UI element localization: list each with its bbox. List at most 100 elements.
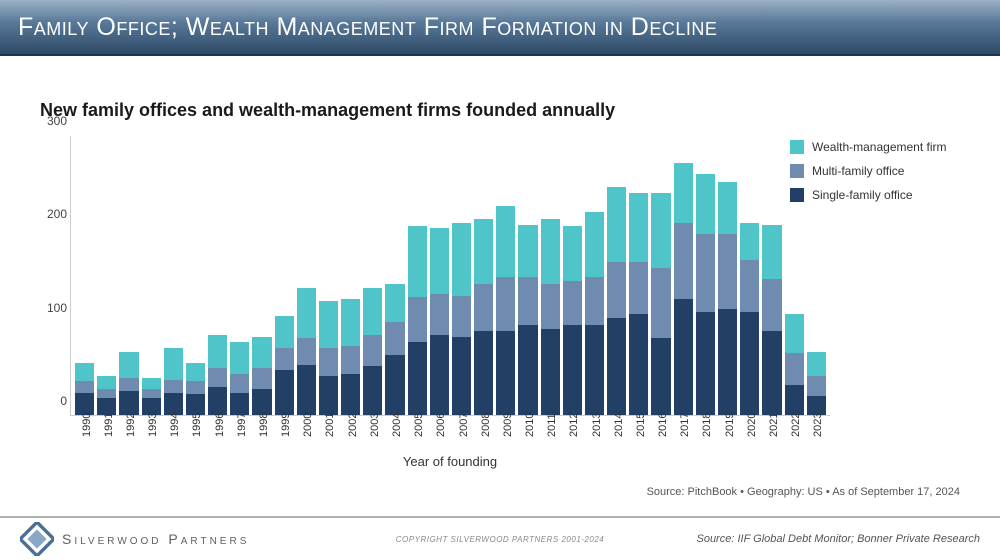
bar-segment: [762, 331, 781, 415]
x-tick-label: 2011: [546, 413, 558, 437]
bar-column: 1997: [230, 342, 249, 415]
bar-segment: [629, 314, 648, 415]
stacked-bar-plot: 1990199119921993199419951996199719981999…: [70, 136, 830, 416]
bar-segment: [518, 325, 537, 415]
bar-column: 2011: [541, 219, 560, 415]
bar-segment: [164, 348, 183, 380]
bar-segment: [629, 262, 648, 314]
y-tick-label: 0: [39, 394, 67, 408]
legend-swatch: [790, 188, 804, 202]
bar-segment: [363, 335, 382, 367]
bar-segment: [541, 284, 560, 329]
bar-segment: [541, 219, 560, 284]
bar-segment: [408, 342, 427, 415]
x-tick-label: 2019: [724, 413, 736, 437]
x-tick-label: 1992: [125, 413, 137, 437]
y-tick-label: 100: [39, 301, 67, 315]
x-tick-label: 2017: [679, 413, 691, 437]
footer: Silverwood Partners COPYRIGHT SILVERWOOD…: [0, 516, 1000, 560]
bar-segment: [385, 284, 404, 321]
bar-segment: [97, 389, 116, 398]
bar-segment: [607, 318, 626, 415]
bar-column: 2003: [363, 288, 382, 415]
bar-segment: [563, 281, 582, 326]
x-tick-label: 1995: [191, 413, 203, 437]
page-title: Family Office; Wealth Management Firm Fo…: [18, 13, 717, 42]
bar-segment: [119, 391, 138, 415]
bar-segment: [208, 335, 227, 369]
x-tick-label: 2008: [480, 413, 492, 437]
legend-label: Multi-family office: [812, 164, 904, 178]
bar-segment: [807, 376, 826, 397]
bar-segment: [718, 234, 737, 309]
bar-column: 2023: [807, 352, 826, 415]
x-tick-label: 2003: [369, 413, 381, 437]
legend: Wealth-management firm Multi-family offic…: [790, 140, 960, 212]
bar-segment: [119, 378, 138, 391]
bar-segment: [474, 284, 493, 331]
x-tick-label: 2007: [458, 413, 470, 437]
bar-segment: [785, 353, 804, 385]
bar-column: 2013: [585, 212, 604, 415]
bar-segment: [651, 268, 670, 339]
bar-segment: [452, 223, 471, 296]
bar-segment: [585, 325, 604, 415]
legend-item: Multi-family office: [790, 164, 960, 178]
footer-source: Source: IIF Global Debt Monitor; Bonner …: [696, 533, 980, 545]
chart-title: New family offices and wealth-management…: [40, 100, 960, 121]
chart-area: New family offices and wealth-management…: [40, 100, 960, 480]
bar-segment: [496, 277, 515, 331]
bar-segment: [275, 316, 294, 348]
bar-segment: [474, 219, 493, 284]
bar-segment: [696, 312, 715, 415]
bar-segment: [230, 342, 249, 374]
bar-column: 2014: [607, 187, 626, 415]
legend-swatch: [790, 140, 804, 154]
legend-item: Wealth-management firm: [790, 140, 960, 154]
bar-segment: [119, 352, 138, 378]
bar-column: 2006: [430, 228, 449, 415]
bar-segment: [430, 228, 449, 293]
bar-segment: [97, 376, 116, 389]
bar-segment: [674, 299, 693, 415]
bar-segment: [363, 366, 382, 415]
x-tick-label: 2002: [347, 413, 359, 437]
x-tick-label: 2018: [701, 413, 713, 437]
legend-label: Single-family office: [812, 188, 913, 202]
bar-segment: [585, 212, 604, 277]
x-tick-label: 2009: [502, 413, 514, 437]
y-tick-label: 300: [39, 114, 67, 128]
x-tick-label: 2014: [613, 413, 625, 437]
bar-segment: [319, 376, 338, 415]
bar-column: 2001: [319, 301, 338, 415]
bar-container: 1990199119921993199419951996199719981999…: [71, 136, 830, 415]
bar-segment: [496, 331, 515, 415]
legend-label: Wealth-management firm: [812, 140, 947, 154]
bar-segment: [75, 381, 94, 392]
footer-source-text: IIF Global Debt Monitor; Bonner Private …: [737, 533, 980, 545]
bar-segment: [785, 314, 804, 353]
bar-segment: [696, 174, 715, 234]
bar-column: 1996: [208, 335, 227, 415]
bar-column: 2016: [651, 193, 670, 415]
company-name: Silverwood Partners: [62, 531, 249, 547]
x-tick-label: 2013: [591, 413, 603, 437]
bar-segment: [718, 309, 737, 415]
bar-segment: [252, 337, 271, 369]
bar-column: 2021: [762, 225, 781, 415]
bar-segment: [740, 312, 759, 415]
bar-column: 2018: [696, 174, 715, 415]
bar-segment: [651, 338, 670, 415]
x-tick-label: 2001: [324, 413, 336, 437]
bar-segment: [385, 322, 404, 356]
bar-column: 1993: [142, 378, 161, 415]
bar-column: 2004: [385, 284, 404, 415]
bar-segment: [275, 370, 294, 415]
bar-segment: [541, 329, 560, 415]
bar-segment: [408, 226, 427, 297]
bar-column: 2009: [496, 206, 515, 415]
bar-segment: [452, 296, 471, 337]
bar-column: 1991: [97, 376, 116, 415]
x-tick-label: 1990: [81, 413, 93, 437]
bar-column: 2007: [452, 223, 471, 415]
